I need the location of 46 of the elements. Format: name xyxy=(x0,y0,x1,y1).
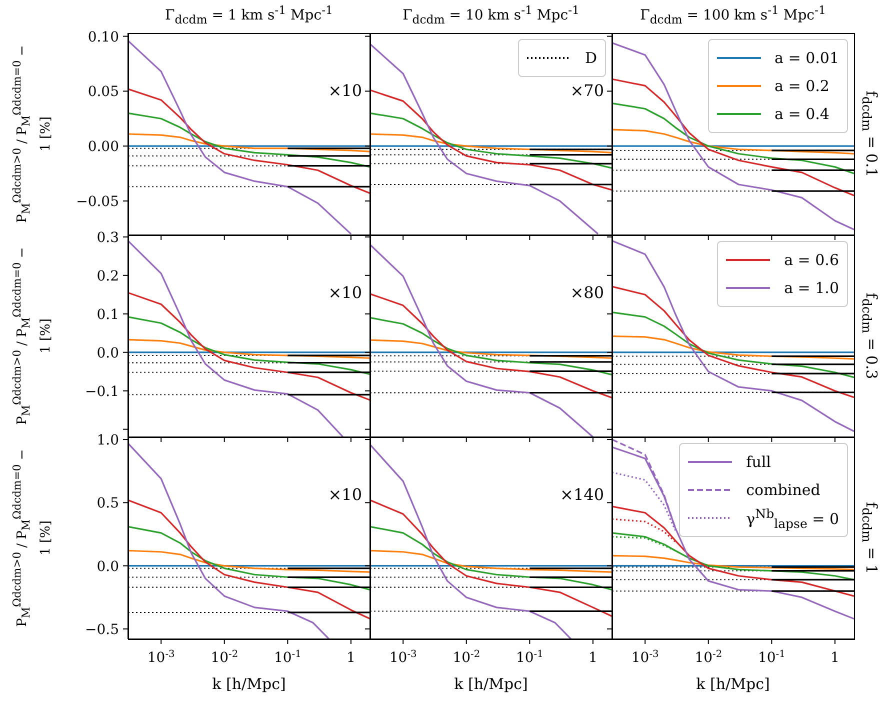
annotation: ×140 xyxy=(560,485,604,504)
x-tick-label: 10$^{-1}$ xyxy=(274,648,302,666)
x-tick-label: 10$^{-2}$ xyxy=(694,648,722,666)
y-tick-label: 0.3 xyxy=(96,230,119,246)
annotation: ×10 xyxy=(328,485,362,504)
annotation: ×10 xyxy=(328,81,362,100)
x-tick-label: 10$^{-1}$ xyxy=(758,648,786,666)
legend-label: γ$^{Nb}$$_{lapse}$ = 0 xyxy=(746,506,839,530)
legend-label: a = 1.0 xyxy=(784,279,839,297)
y-tick-label: 0.05 xyxy=(88,84,119,100)
x-tick-label: 10$^{-1}$ xyxy=(516,648,544,666)
y-tick-label: 0.00 xyxy=(88,139,119,156)
chart-title: Γ$_{dcdm}$ = 10 km s$^{-1}$ Mpc$^{-1}$ xyxy=(402,3,580,26)
x-axis-title: k [h/Mpc] xyxy=(454,675,528,693)
y-tick-label: 0.0 xyxy=(96,345,119,362)
chart-title: Γ$_{dcdm}$ = 1 km s$^{-1}$ Mpc$^{-1}$ xyxy=(165,3,333,26)
x-tick-label: 10$^{-2}$ xyxy=(210,648,238,666)
legend-label: a = 0.2 xyxy=(774,77,830,95)
y-tick-label: 0.10 xyxy=(88,29,119,46)
x-tick-label: 10$^{-3}$ xyxy=(631,648,659,666)
legend-label: a = 0.6 xyxy=(784,251,839,269)
chart-title: Γ$_{dcdm}$ = 100 km s$^{-1}$ Mpc$^{-1}$ xyxy=(640,3,826,26)
annotation: ×10 xyxy=(328,283,362,302)
y-tick-label: 1.0 xyxy=(96,432,119,449)
y-tick-label: 0.5 xyxy=(96,496,119,512)
annotation: ×80 xyxy=(570,283,604,302)
y-tick-label: 0.0 xyxy=(96,558,119,575)
x-axis-title: k [h/Mpc] xyxy=(212,675,286,693)
x-tick-label: 10$^{-3}$ xyxy=(147,648,175,666)
x-tick-label: 1 xyxy=(346,650,356,666)
x-tick-label: 1 xyxy=(588,650,598,666)
legend-label: a = 0.4 xyxy=(774,105,830,123)
legend-label: full xyxy=(746,453,771,471)
x-axis-title: k [h/Mpc] xyxy=(696,675,770,693)
y-tick-label: −0.05 xyxy=(76,194,119,210)
y-tick-label: 0.1 xyxy=(96,306,119,323)
x-tick-label: 10$^{-2}$ xyxy=(452,648,480,666)
annotation: ×70 xyxy=(570,81,604,100)
x-tick-label: 10$^{-3}$ xyxy=(389,648,417,666)
x-tick-label: 1 xyxy=(830,650,840,666)
legend-label: combined xyxy=(746,481,820,499)
y-tick-label: −0.5 xyxy=(85,622,119,638)
y-tick-label: −0.1 xyxy=(85,384,119,400)
legend-label: a = 0.01 xyxy=(774,49,839,67)
y-tick-label: 0.2 xyxy=(96,268,119,284)
legend-label: D xyxy=(584,49,597,67)
